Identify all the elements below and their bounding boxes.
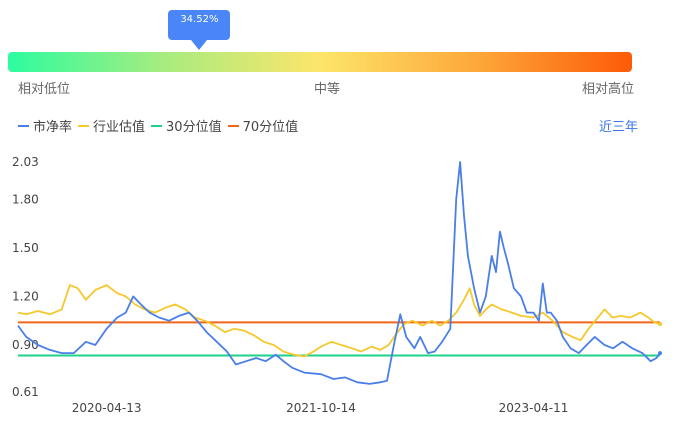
y-tick-label: 0.90 [12, 338, 39, 352]
legend-label: 30分位值 [166, 120, 222, 135]
legend-item-pb[interactable]: 市净率 [18, 116, 72, 135]
time-range-selector[interactable]: 近三年 [599, 120, 639, 135]
plot-area [17, 161, 662, 385]
chart-legend: 市净率 行业估值 30分位值 70分位值 [18, 116, 304, 135]
y-axis: 2.03 1.80 1.50 1.20 0.90 0.61 [12, 155, 39, 399]
series-line-pb [17, 161, 661, 385]
series-end-point [658, 351, 662, 356]
legend-item-p30[interactable]: 30分位值 [151, 116, 222, 135]
scale-label-high: 相对高位 [582, 82, 635, 97]
percentile-tooltip: 34.52% [168, 10, 231, 40]
y-tick-label: 1.80 [12, 192, 39, 206]
legend-swatch [18, 124, 29, 127]
tooltip-pointer [191, 40, 208, 50]
legend-item-industry[interactable]: 行业估值 [78, 116, 145, 135]
x-tick-label: 2023-04-11 [499, 401, 569, 415]
y-tick-label: 1.20 [12, 289, 39, 303]
y-tick-label: 1.50 [12, 241, 39, 255]
legend-label: 70分位值 [242, 120, 299, 135]
series-line-industry [17, 284, 661, 358]
x-axis: 2020-04-13 2021-10-14 2023-04-11 [72, 401, 569, 415]
legend-swatch [151, 124, 163, 127]
legend-swatch [227, 124, 239, 127]
legend-label: 行业估值 [93, 120, 146, 135]
percentile-gradient-bar [8, 52, 632, 72]
legend-item-p70[interactable]: 70分位值 [227, 116, 299, 135]
y-tick-label: 2.03 [12, 155, 39, 169]
percentile-value: 34.52% [180, 14, 219, 25]
y-tick-label: 0.61 [12, 385, 39, 399]
x-tick-label: 2021-10-14 [286, 401, 356, 415]
legend-swatch [78, 124, 90, 127]
scale-label-low: 相对低位 [18, 82, 71, 97]
series-end-point [658, 321, 662, 326]
legend-label: 市净率 [33, 120, 73, 135]
x-tick-label: 2020-04-13 [72, 401, 142, 415]
scale-label-mid: 中等 [314, 82, 341, 97]
